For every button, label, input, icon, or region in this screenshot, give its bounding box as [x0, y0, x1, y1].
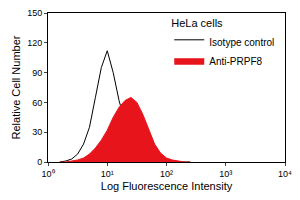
- svg-text:90: 90: [32, 68, 42, 78]
- svg-text:Anti-PRPF8: Anti-PRPF8: [209, 56, 262, 67]
- svg-text:10¹: 10¹: [101, 169, 114, 179]
- svg-text:10³: 10³: [219, 169, 232, 179]
- svg-text:10⁴: 10⁴: [278, 169, 292, 179]
- svg-text:120: 120: [27, 38, 42, 48]
- svg-text:HeLa cells: HeLa cells: [171, 17, 223, 29]
- svg-text:30: 30: [32, 127, 42, 137]
- svg-text:10⁰: 10⁰: [41, 169, 54, 179]
- svg-text:10²: 10²: [160, 169, 173, 179]
- svg-text:Isotype control: Isotype control: [209, 37, 274, 48]
- svg-text:60: 60: [32, 98, 42, 108]
- svg-text:Log Fluorescence Intensity: Log Fluorescence Intensity: [101, 180, 233, 192]
- svg-text:Relative Cell Number: Relative Cell Number: [10, 35, 22, 139]
- svg-text:0: 0: [37, 157, 42, 167]
- svg-text:150: 150: [27, 8, 42, 18]
